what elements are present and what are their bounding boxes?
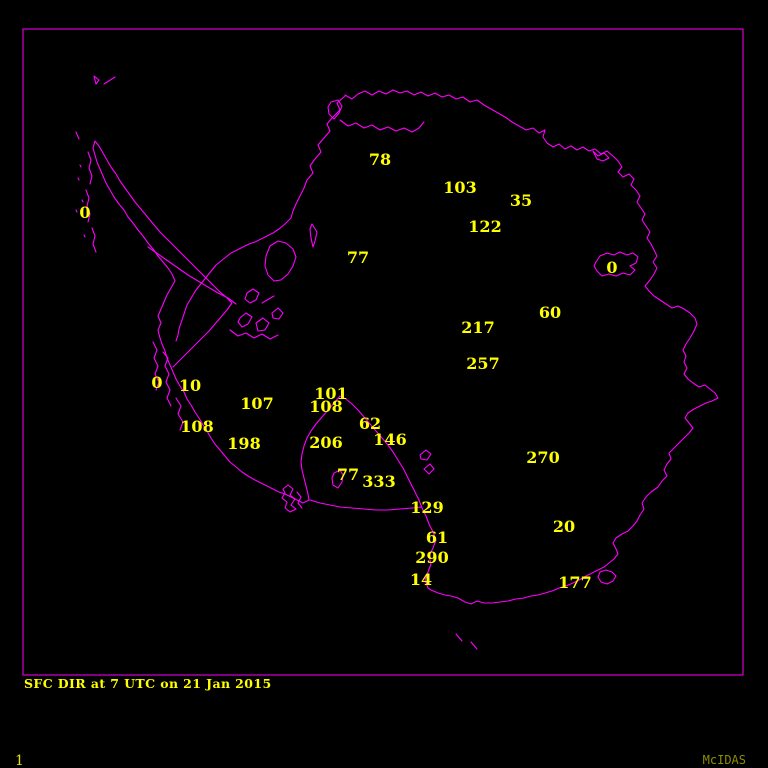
caption-text: SFC DIR at 7 UTC on 21 Jan 2015 [24,676,272,691]
station-value: 0 [606,258,617,277]
station-value: 146 [373,430,406,449]
station-value: 333 [362,472,395,491]
coastline-antarctic-peninsula [92,140,233,368]
coastline-group [75,75,719,650]
station-value: 257 [466,354,499,373]
coastline-main-continent [159,89,719,605]
station-value: 35 [510,191,532,210]
station-value: 0 [79,203,90,222]
frame-number: 1 [15,753,24,768]
station-value: 108 [309,397,342,416]
station-value: 108 [180,417,213,436]
station-value: 198 [227,434,260,453]
coastline-ice-shelf-front [309,499,423,511]
map-frame-border [22,28,744,676]
station-value: 78 [369,150,391,169]
station-value: 77 [347,248,369,267]
station-value: 10 [179,376,201,395]
station-value: 77 [337,465,359,484]
station-value: 122 [468,217,501,236]
station-value: 101 [314,384,347,403]
station-value: 60 [539,303,561,322]
ross-sea-features [281,449,435,513]
station-value: 107 [240,394,273,413]
coastline-ice-front-inner [309,99,610,248]
station-value: 206 [309,433,342,452]
ronne-ice-shelf-features [147,240,297,340]
station-value: 14 [410,570,432,589]
east-coast-island [593,251,639,277]
station-value: 177 [558,573,591,592]
station-values: 0 78 103 35 122 77 0 60 217 257 0 10 101 107 108 62 108 1… [79,150,617,592]
station-value: 20 [553,517,575,536]
station-value: 103 [443,178,476,197]
station-value: 0 [151,373,162,392]
station-value: 129 [410,498,443,517]
coastline-weddell-coast [175,95,346,342]
station-value: 290 [415,548,448,567]
mcidas-watermark: McIDAS [703,753,746,767]
station-value: 62 [359,414,381,433]
station-value: 61 [426,528,448,547]
station-value: 270 [526,448,559,467]
small-islands [75,75,617,650]
station-value: 217 [461,318,494,337]
